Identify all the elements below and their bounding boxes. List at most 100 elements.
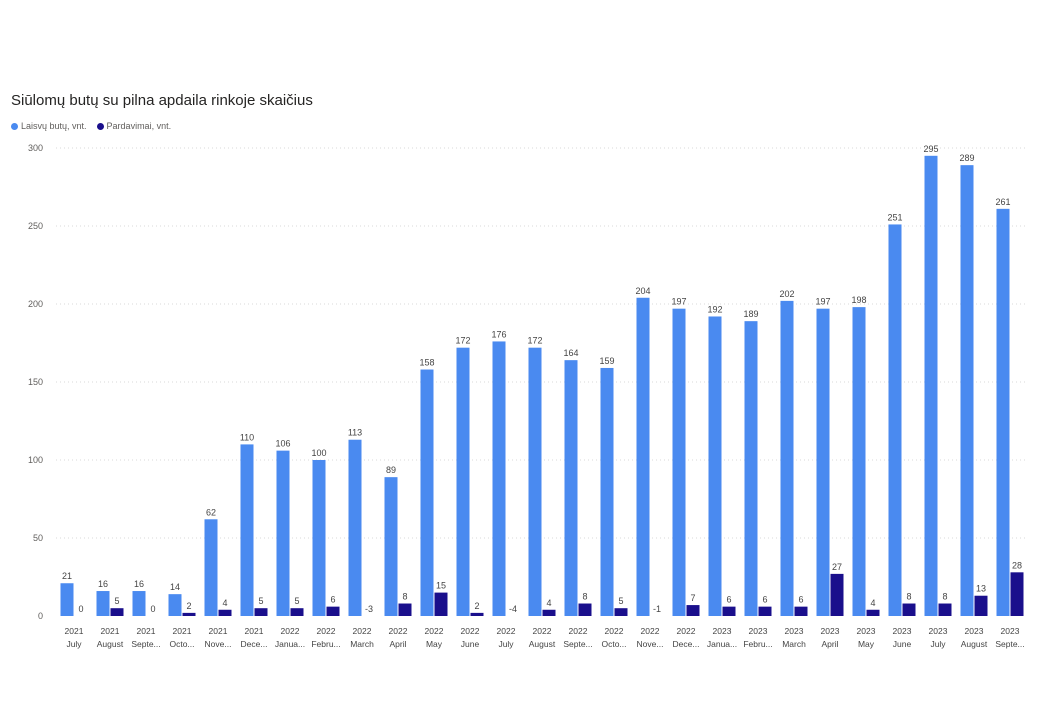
bar-available	[240, 444, 254, 616]
x-tick-year: 2022	[317, 626, 336, 636]
data-label-available: 159	[599, 356, 614, 366]
x-tick-month: Octo...	[601, 639, 626, 649]
legend: Laisvų butų, vnt. Pardavimai, vnt.	[11, 121, 181, 131]
x-tick-month: Nove...	[637, 639, 664, 649]
y-tick-label: 150	[28, 377, 43, 387]
bar-sales	[182, 612, 196, 616]
y-tick-label: 0	[38, 611, 43, 621]
bar-available	[456, 347, 470, 616]
bar-sales	[398, 603, 412, 616]
bar-available	[60, 583, 74, 616]
x-tick-month: Octo...	[169, 639, 194, 649]
data-label-sales: 5	[258, 596, 263, 606]
bar-sales	[686, 605, 700, 616]
bar-sales	[470, 612, 484, 616]
x-tick-month: April	[389, 639, 406, 649]
data-label-available: 192	[707, 304, 722, 314]
data-label-available: 197	[815, 297, 830, 307]
bar-available	[996, 208, 1010, 616]
bar-sales	[974, 595, 988, 616]
x-tick-month: April	[821, 639, 838, 649]
data-label-available: 110	[240, 432, 254, 442]
bar-sales	[290, 608, 304, 616]
bar-sales	[542, 609, 556, 616]
x-tick-month: Febru...	[311, 639, 340, 649]
x-tick-year: 2023	[857, 626, 876, 636]
x-tick-month: May	[858, 639, 875, 649]
data-label-sales: -3	[365, 604, 373, 614]
bar-available	[672, 308, 686, 616]
data-label-available: 295	[923, 144, 938, 154]
bar-available	[276, 450, 290, 616]
x-tick-year: 2023	[929, 626, 948, 636]
data-label-sales: 8	[942, 592, 947, 602]
x-tick-month: August	[529, 639, 556, 649]
data-label-available: 14	[170, 582, 180, 592]
data-label-sales: 27	[832, 562, 842, 572]
bar-sales	[578, 603, 592, 616]
x-tick-year: 2022	[497, 626, 516, 636]
data-label-available: 21	[62, 571, 72, 581]
x-tick-year: 2021	[173, 626, 192, 636]
data-label-sales: 8	[906, 592, 911, 602]
bar-available	[960, 165, 974, 616]
bar-available	[528, 347, 542, 616]
bar-sales	[218, 609, 232, 616]
x-tick-month: Dece...	[673, 639, 700, 649]
x-tick-month: Septe...	[131, 639, 160, 649]
data-label-sales: 2	[186, 601, 191, 611]
x-tick-month: July	[498, 639, 514, 649]
bar-sales	[326, 606, 340, 616]
data-label-available: 89	[386, 465, 396, 475]
bar-sales	[938, 603, 952, 616]
legend-swatch-sales	[96, 122, 104, 130]
data-label-available: 62	[206, 507, 216, 517]
data-label-sales: 28	[1012, 560, 1022, 570]
bar-available	[132, 591, 146, 616]
x-tick-month: March	[782, 639, 806, 649]
x-tick-month: July	[930, 639, 946, 649]
x-tick-year: 2021	[101, 626, 120, 636]
x-tick-year: 2021	[137, 626, 156, 636]
bar-available	[492, 341, 506, 616]
x-tick-month: Dece...	[241, 639, 268, 649]
x-tick-month: March	[350, 639, 374, 649]
data-label-available: 189	[743, 309, 758, 319]
data-label-sales: -1	[653, 604, 661, 614]
data-label-sales: 8	[402, 592, 407, 602]
x-tick-year: 2023	[785, 626, 804, 636]
data-label-available: 251	[887, 212, 902, 222]
x-tick-month: August	[961, 639, 988, 649]
x-tick-month: Nove...	[205, 639, 232, 649]
bar-available	[636, 297, 650, 616]
x-tick-year: 2023	[1001, 626, 1020, 636]
data-label-available: 202	[779, 289, 794, 299]
data-label-available: 289	[959, 153, 974, 163]
legend-item-available[interactable]: Laisvų butų, vnt.	[11, 121, 87, 131]
x-tick-year: 2022	[353, 626, 372, 636]
x-tick-year: 2023	[821, 626, 840, 636]
legend-item-sales[interactable]: Pardavimai, vnt.	[96, 121, 171, 131]
bar-available	[600, 367, 614, 616]
data-label-available: 261	[995, 197, 1010, 207]
bar-available	[708, 316, 722, 616]
data-label-sales: 5	[294, 596, 299, 606]
x-tick-year: 2022	[461, 626, 480, 636]
bar-sales	[254, 608, 268, 616]
legend-swatch-available	[11, 122, 18, 130]
bar-sales	[110, 608, 124, 616]
x-tick-year: 2022	[389, 626, 408, 636]
data-label-sales: 8	[582, 592, 587, 602]
x-tick-month: June	[461, 639, 480, 649]
y-tick-label: 250	[28, 221, 43, 231]
x-tick-year: 2022	[425, 626, 444, 636]
y-tick-label: 50	[33, 533, 43, 543]
legend-label-available: Laisvų butų, vnt.	[21, 121, 87, 131]
x-tick-year: 2022	[677, 626, 696, 636]
y-tick-label: 200	[28, 299, 43, 309]
x-tick-year: 2022	[605, 626, 624, 636]
bar-available	[384, 477, 398, 616]
bar-sales	[830, 573, 844, 616]
bar-sales	[794, 606, 808, 616]
